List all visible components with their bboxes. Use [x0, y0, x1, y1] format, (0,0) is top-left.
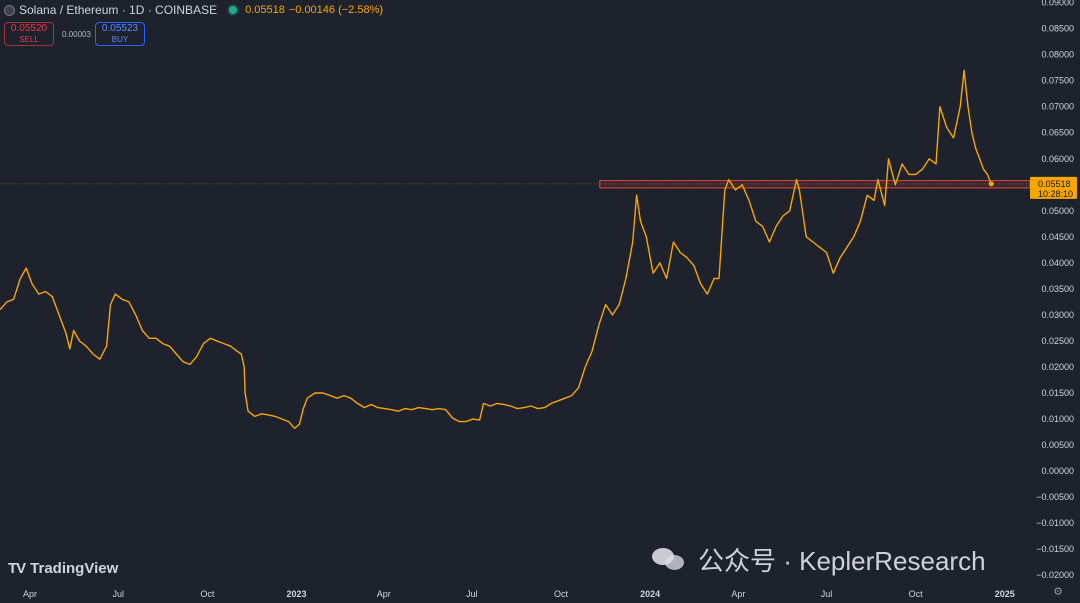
- watermark-text: 公众号 · KeplerResearch: [698, 545, 986, 576]
- y-tick-label: 0.00500: [1041, 440, 1074, 450]
- price-change: −0.00146 (−2.58%): [288, 4, 384, 16]
- y-axis-ticks: 0.09000 0.08500 0.08000 0.07500 0.07000 0.065…: [1036, 0, 1074, 580]
- brand-name: TradingView: [30, 559, 119, 577]
- y-tick-label: 0.02500: [1041, 336, 1074, 346]
- price-label-background: [1030, 176, 1077, 199]
- tradingview-brand[interactable]: TV TradingView: [8, 558, 118, 578]
- x-tick-label: 2023: [286, 589, 306, 599]
- y-tick-label: 0.05000: [1041, 206, 1074, 216]
- x-tick-label: Oct: [909, 589, 924, 599]
- price-label-countdown: 10:28:10: [1038, 189, 1073, 199]
- buy-label: BUY: [111, 35, 129, 44]
- wechat-icon: [652, 548, 686, 570]
- x-tick-label: Jul: [112, 589, 124, 599]
- price-label-value: 0.05518: [1038, 179, 1071, 189]
- price-label: 0.05518 10:28:10: [1030, 176, 1077, 199]
- x-tick-label: Apr: [377, 589, 391, 599]
- last-price: 0.05518: [245, 4, 285, 16]
- y-tick-label: −0.01000: [1036, 518, 1074, 528]
- series-line-sol-eth: [0, 69, 992, 430]
- x-axis-ticks: Apr Jul Oct 2023 Apr Jul Oct 2024 Apr Jul Oct 2025: [23, 589, 1015, 599]
- y-tick-label: −0.02000: [1036, 570, 1074, 580]
- y-tick-label: −0.01500: [1036, 544, 1074, 554]
- y-tick-label: 0.07000: [1041, 102, 1074, 112]
- buy-price: 0.05523: [101, 23, 139, 34]
- resistance-zone: [599, 180, 1031, 189]
- y-tick-label: 0.06000: [1041, 154, 1074, 164]
- buy-button[interactable]: 0.05523 BUY: [95, 22, 145, 46]
- symbol-icon[interactable]: [4, 4, 15, 16]
- live-status-icon: [229, 6, 238, 14]
- watermark: 公众号 · KeplerResearch: [652, 543, 986, 576]
- y-tick-label: 0.09000: [1041, 0, 1074, 8]
- x-tick-label: Jul: [821, 589, 833, 599]
- y-tick-label: 0.08500: [1041, 24, 1074, 34]
- x-tick-label: Apr: [23, 589, 37, 599]
- tradingview-logo-icon: TV: [8, 559, 26, 577]
- y-tick-label: 0.07500: [1041, 76, 1074, 86]
- x-tick-label: Apr: [731, 589, 745, 599]
- y-tick-label: 0.03500: [1041, 284, 1074, 294]
- y-tick-label: 0.03000: [1041, 310, 1074, 320]
- x-tick-label: Oct: [200, 589, 215, 599]
- sell-label: SELL: [19, 35, 39, 44]
- y-tick-label: 0.04000: [1041, 258, 1074, 268]
- y-tick-label: 0.08000: [1041, 50, 1074, 60]
- x-tick-label: Oct: [554, 589, 569, 599]
- spread-value: 0.00003: [62, 30, 91, 39]
- settings-icon[interactable]: ⚙: [1053, 586, 1063, 598]
- y-tick-label: 0.01500: [1041, 388, 1074, 398]
- y-tick-label: 0.01000: [1041, 414, 1074, 424]
- sell-button[interactable]: 0.05520 SELL: [4, 22, 54, 46]
- y-tick-label: −0.00500: [1036, 492, 1074, 502]
- x-tick-label: Jul: [466, 589, 478, 599]
- y-tick-label: 0.00000: [1041, 466, 1074, 476]
- y-tick-label: 0.02000: [1041, 362, 1074, 372]
- y-tick-label: 0.04500: [1041, 232, 1074, 242]
- last-price-marker: [988, 181, 994, 187]
- sell-price: 0.05520: [10, 23, 48, 34]
- x-tick-label: 2025: [995, 589, 1015, 599]
- symbol-title[interactable]: Solana / Ethereum · 1D · COINBASE: [19, 3, 218, 17]
- y-tick-label: 0.06500: [1041, 128, 1074, 138]
- chart-header: Solana / Ethereum · 1D · COINBASE 0.0551…: [4, 2, 383, 18]
- x-tick-label: 2024: [640, 589, 660, 599]
